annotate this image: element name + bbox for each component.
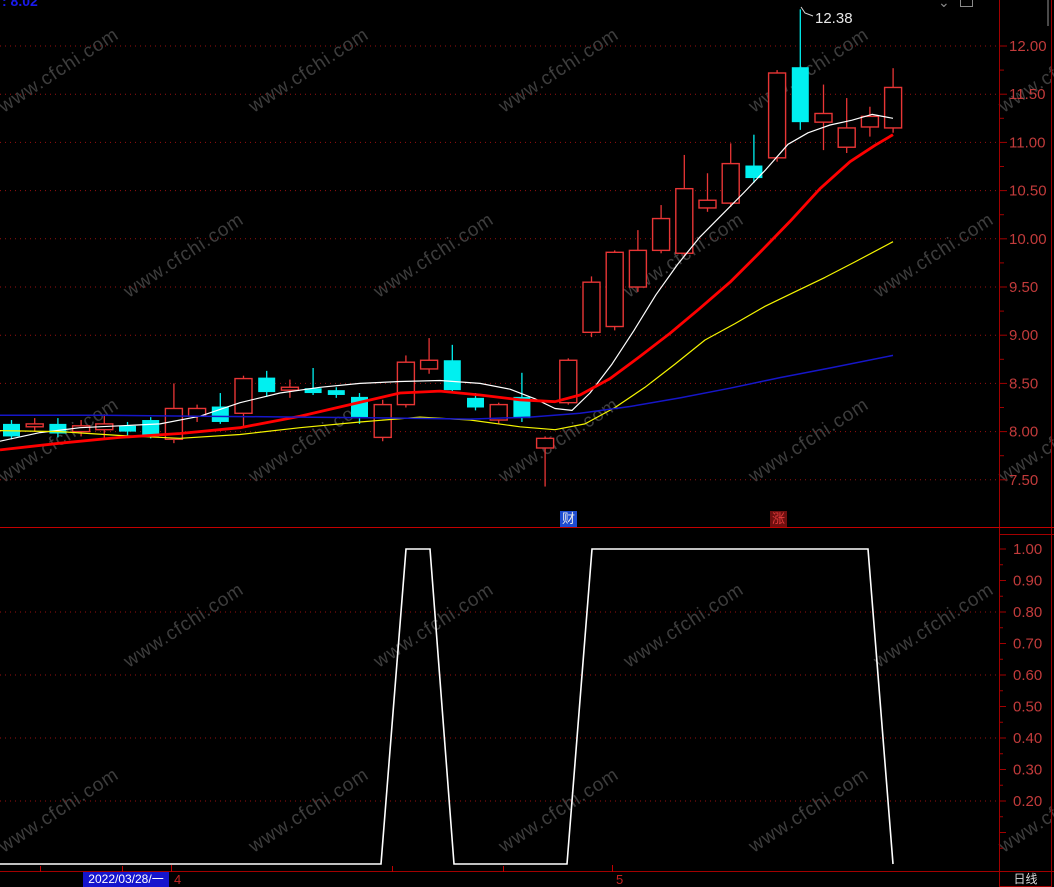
candle-body-down [791,67,809,123]
signal-marker-zhang: 涨 [770,511,787,527]
indicator-axis-label: 0.30 [1013,762,1042,779]
price-axis-label: 11.50 [1009,86,1045,103]
month-label-may: 5 [616,872,624,887]
price-axis-label: 7.50 [1009,472,1038,489]
candle-body-up [489,403,508,421]
ma-red [0,133,894,452]
indicator-axis-label: 0.90 [1013,573,1042,590]
candle-body-down [49,423,67,434]
indicator-legend-value: : 8.02 [2,0,38,9]
signal-marker-cai: 财 [560,511,577,527]
period-selector[interactable]: 日线 [999,871,1052,887]
status-bar: 2022/03/28/一 4 5 日线 [0,871,1054,887]
chevron-down-icon[interactable]: ⌄ [938,0,950,10]
price-axis-label: 9.00 [1009,327,1038,344]
ma-yellow [0,241,894,439]
price-axis-label: 10.00 [1009,231,1047,248]
price-axis-label: 12.00 [1009,38,1047,55]
indicator-axis-label: 0.40 [1013,730,1042,747]
candle-body-down [745,165,763,179]
candle-body-up [605,251,624,328]
candle-body-up [767,72,787,159]
candle-body-down [258,377,276,393]
indicator-axis-label: 0.70 [1013,636,1042,653]
selected-date-box[interactable]: 2022/03/28/一 [83,872,169,887]
candle-body-down [467,397,484,408]
candle-body-up [651,217,671,252]
price-axis-label: 8.50 [1009,375,1038,392]
indicator-axis-label: 0.50 [1013,699,1042,716]
indicator-axis-label: 0.80 [1013,604,1042,621]
ma-white [0,113,894,442]
candle-body-down [304,388,322,394]
candle-body-up [814,112,833,123]
price-axis-label: 10.50 [1009,183,1047,200]
candle-body-up [837,127,856,148]
candle-body-up [396,361,416,406]
candle-body-up [234,377,253,414]
binary-signal [0,548,894,865]
candle-body-up [535,437,555,449]
indicator-axis-label: 0.60 [1013,667,1042,684]
candle-body-up [559,359,578,404]
candle-body-down [327,390,345,395]
candle-body-up [721,162,740,204]
ma-blue [0,354,894,420]
window-restore-icon[interactable] [960,0,973,7]
candle-body-up [582,281,601,334]
candle-body-down [3,423,20,437]
price-axis-label: 8.00 [1009,424,1038,441]
indicator-axis-label: 1.00 [1013,541,1042,558]
candle-body-up [419,359,439,370]
candle-body-up [883,86,903,129]
candle-body-down [119,425,136,432]
candle-body-down [443,360,461,391]
candle-body-up [25,423,44,428]
candle-body-up [675,187,694,254]
high-price-annotation: 12.38 [815,10,853,27]
month-label-april: 4 [174,872,182,887]
candle-body-down [513,396,531,419]
candle-body-up [628,249,648,288]
scrollbar-stub[interactable] [1047,0,1049,26]
candle-body-up [280,386,300,391]
price-axis-label: 9.50 [1009,279,1038,296]
candle-body-up [860,115,880,128]
indicator-axis-label: 0.20 [1013,793,1042,810]
price-axis-label: 11.00 [1009,134,1045,151]
candle-body-up [698,199,717,209]
annotation-pointer [800,6,814,17]
